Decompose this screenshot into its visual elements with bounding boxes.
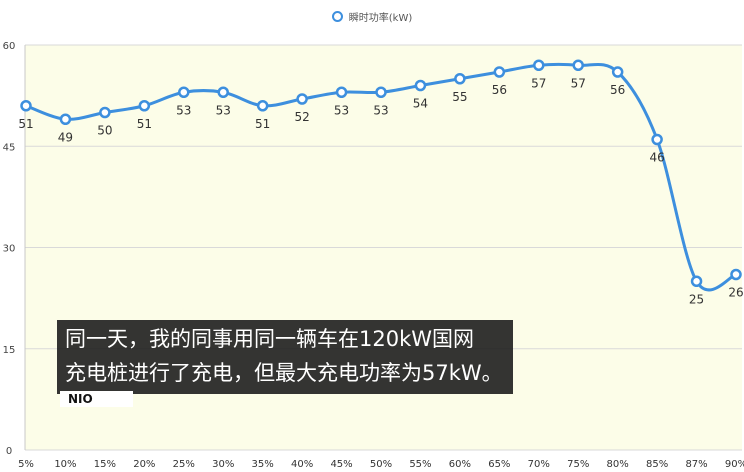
x-tick-label: 80%: [607, 459, 629, 470]
data-point: [99, 106, 111, 119]
x-tick-label: 65%: [488, 459, 510, 470]
data-point: [414, 79, 427, 92]
x-tick-label: 60%: [449, 459, 471, 470]
data-point: [138, 100, 151, 112]
data-label: 53: [373, 103, 388, 117]
x-tick-label: 70%: [528, 459, 550, 470]
data-label: 52: [294, 110, 309, 124]
x-tick-label: 90%: [725, 459, 744, 470]
data-label: 26: [728, 286, 743, 300]
x-tick-label: 10%: [54, 459, 76, 470]
x-tick-label: 25%: [173, 459, 195, 470]
data-label: 53: [176, 103, 191, 117]
data-label: 56: [492, 83, 507, 97]
data-point: [611, 66, 624, 78]
x-tick-label: 5%: [18, 459, 34, 470]
x-tick-label: 35%: [252, 459, 274, 470]
data-point: [335, 86, 348, 98]
data-label: 57: [531, 76, 546, 90]
y-tick-label: 45: [3, 142, 16, 153]
data-label: 56: [610, 83, 625, 97]
x-tick-label: 15%: [94, 459, 116, 470]
data-label: 25: [689, 292, 704, 306]
caption-line-2: 充电桩进行了充电，但最大充电功率为57kW。: [65, 361, 503, 385]
data-label: 46: [649, 151, 664, 165]
x-tick-label: 50%: [370, 459, 392, 470]
x-tick-label: 55%: [409, 459, 431, 470]
subtitle-caption: 同一天，我的同事用同一辆车在120kW国网 充电桩进行了充电，但最大充电功率为5…: [57, 320, 513, 394]
data-point: [454, 73, 466, 85]
data-label: 49: [58, 130, 73, 144]
data-point: [178, 86, 190, 98]
y-tick-label: 30: [3, 244, 16, 255]
data-label: 51: [18, 117, 33, 131]
x-tick-label: 85%: [646, 459, 668, 470]
caption-line-1: 同一天，我的同事用同一辆车在120kW国网: [65, 327, 475, 351]
x-tick-label: 30%: [212, 459, 234, 470]
data-point: [690, 275, 703, 287]
data-point: [256, 100, 269, 112]
x-tick-label: 20%: [133, 459, 155, 470]
chart-legend: 瞬时功率(kW): [0, 9, 744, 24]
data-point: [59, 113, 72, 125]
data-label: 54: [413, 97, 428, 111]
data-point: [375, 86, 387, 98]
data-label: 53: [216, 103, 231, 117]
data-label: 51: [255, 117, 270, 131]
data-point: [651, 133, 663, 146]
data-label: 50: [97, 124, 112, 138]
data-point: [20, 100, 32, 112]
data-label: 51: [137, 117, 152, 131]
y-tick-label: 15: [3, 345, 16, 356]
x-tick-label: 87%: [685, 459, 707, 470]
nio-watermark: NIO: [60, 391, 133, 407]
data-label: 57: [571, 76, 586, 90]
legend-label: 瞬时功率(kW): [348, 13, 413, 24]
data-point: [217, 86, 229, 98]
data-label: 53: [334, 103, 349, 117]
data-point: [730, 268, 742, 281]
legend-marker-icon: [331, 11, 343, 22]
y-tick-label: 60: [3, 41, 16, 52]
data-point: [572, 59, 584, 71]
data-label: 55: [452, 90, 467, 104]
x-tick-label: 75%: [567, 459, 589, 470]
data-point: [493, 66, 506, 78]
x-tick-label: 40%: [291, 459, 313, 470]
y-tick-label: 0: [6, 446, 12, 457]
data-point: [533, 59, 545, 71]
data-point: [296, 93, 308, 105]
x-tick-label: 45%: [330, 459, 352, 470]
